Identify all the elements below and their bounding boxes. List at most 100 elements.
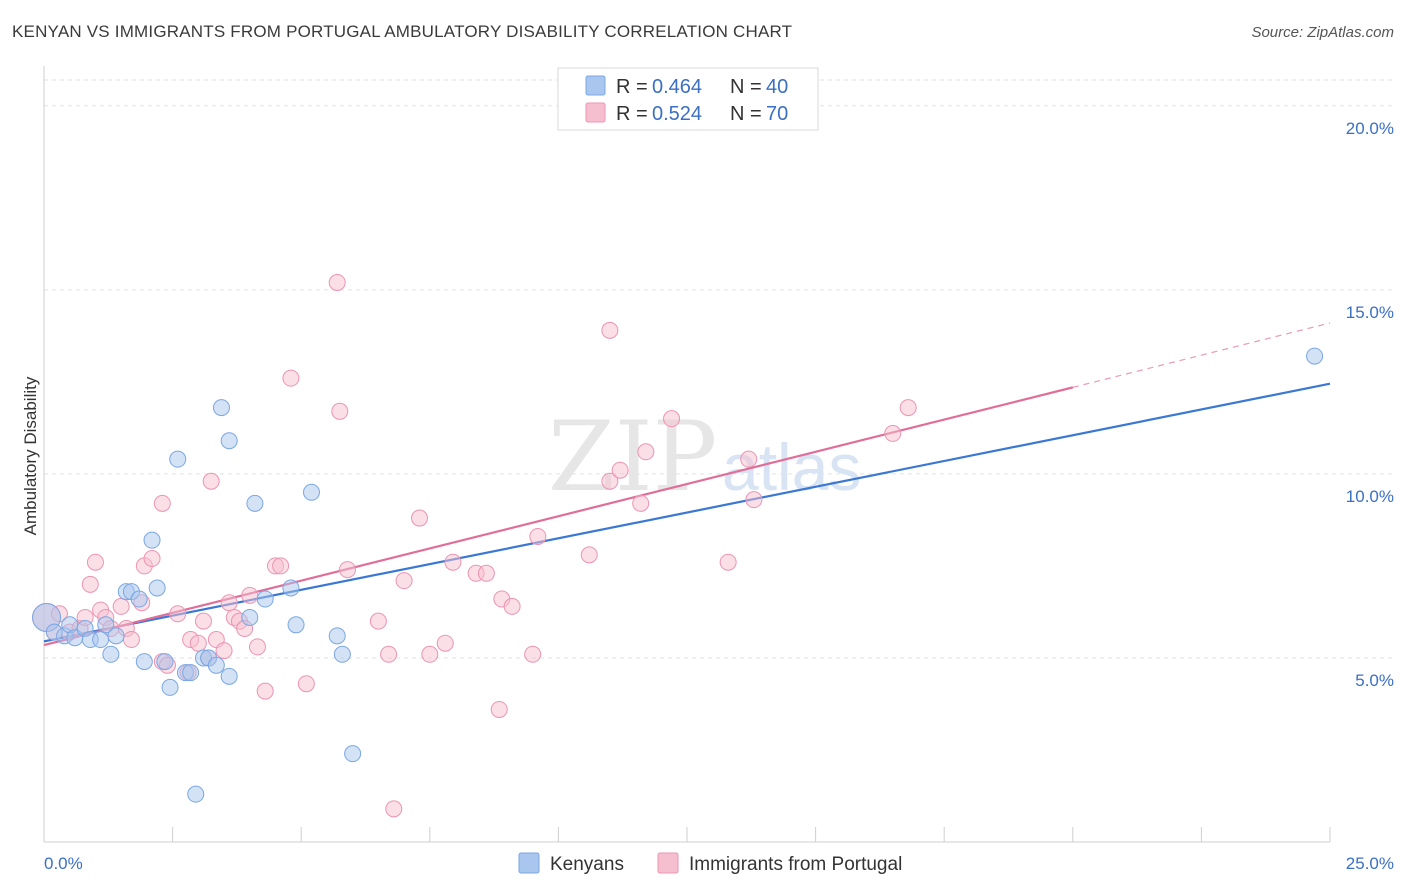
portugal-point bbox=[637, 443, 655, 461]
portugal-point bbox=[601, 321, 619, 339]
trend-lines bbox=[43, 322, 1331, 647]
kenyan-point bbox=[102, 645, 120, 663]
portugal-point bbox=[421, 645, 439, 663]
legend-kenyan-swatch bbox=[585, 75, 606, 96]
watermark-zip: ZIP bbox=[548, 401, 717, 513]
kenyan-point bbox=[328, 627, 346, 645]
kenyan-point bbox=[97, 616, 115, 634]
kenyan-point bbox=[148, 579, 166, 597]
chart-title: KENYAN VS IMMIGRANTS FROM PORTUGAL AMBUL… bbox=[12, 22, 793, 41]
portugal-point bbox=[632, 494, 650, 512]
legend-kenyan-n-label: N = bbox=[730, 76, 762, 98]
portugal-point bbox=[745, 491, 763, 509]
axes bbox=[43, 66, 1331, 843]
kenyan-point bbox=[287, 616, 305, 634]
legend-portugal-r-value: 0.524 bbox=[652, 103, 702, 125]
portugal-point bbox=[529, 527, 547, 545]
portugal-point bbox=[503, 597, 521, 615]
legend-portugal-n-label: N = bbox=[730, 103, 762, 125]
portugal-point bbox=[663, 410, 681, 428]
kenyan-point bbox=[246, 494, 264, 512]
x-tick-label-max: 25.0% bbox=[1346, 854, 1394, 873]
portugal-point bbox=[282, 369, 300, 387]
series-legend-kenyan-swatch bbox=[518, 852, 540, 874]
kenyan-point bbox=[143, 531, 161, 549]
legend-kenyan-r-value: 0.464 bbox=[652, 76, 702, 98]
kenyan-point bbox=[333, 645, 351, 663]
kenyan-point bbox=[187, 785, 205, 803]
portugal-point bbox=[112, 597, 130, 615]
portugal-point bbox=[86, 553, 104, 571]
kenyan-point bbox=[212, 399, 230, 417]
kenyan-point bbox=[107, 627, 125, 645]
portugal-point bbox=[215, 642, 233, 660]
legend-portugal-r-label: R = bbox=[616, 103, 648, 125]
portugal-point bbox=[241, 586, 259, 604]
kenyan-point bbox=[302, 483, 320, 501]
portugal-point bbox=[490, 700, 508, 718]
portugal-point bbox=[477, 564, 495, 582]
kenyan-point bbox=[156, 653, 174, 671]
portugal-point bbox=[272, 557, 290, 575]
y-axis-title: Ambulatory Disability bbox=[21, 376, 40, 535]
portugal-trend-line bbox=[43, 386, 1074, 647]
source-label: Source: ZipAtlas.com bbox=[1251, 24, 1394, 41]
portugal-point bbox=[331, 402, 349, 420]
portugal-point bbox=[899, 399, 917, 417]
data-points bbox=[32, 104, 1324, 818]
legend-portugal-n-value: 70 bbox=[766, 103, 788, 125]
kenyan-point bbox=[130, 590, 148, 608]
portugal-point bbox=[153, 494, 171, 512]
kenyan-point bbox=[220, 432, 238, 450]
kenyan-point bbox=[256, 590, 274, 608]
x-tick-label-min: 0.0% bbox=[44, 854, 83, 873]
portugal-point bbox=[385, 800, 403, 818]
y-tick-label: 5.0% bbox=[1355, 671, 1394, 690]
kenyan-point bbox=[344, 745, 362, 763]
portugal-point bbox=[884, 424, 902, 442]
portugal-point bbox=[369, 612, 387, 630]
legend-kenyan-n-value: 40 bbox=[766, 76, 788, 98]
portugal-point bbox=[328, 273, 346, 291]
kenyan-point bbox=[207, 656, 225, 674]
watermark-atlas: atlas bbox=[722, 430, 861, 504]
portugal-point bbox=[169, 605, 187, 623]
portugal-trend-extension bbox=[1072, 322, 1331, 388]
portugal-point bbox=[194, 612, 212, 630]
kenyan-point bbox=[1306, 347, 1324, 365]
watermark: ZIP atlas bbox=[548, 401, 861, 513]
kenyan-point bbox=[92, 631, 110, 649]
kenyan-point bbox=[182, 664, 200, 682]
legend-kenyan-r-label: R = bbox=[616, 76, 648, 98]
series-legend-portugal-label: Immigrants from Portugal bbox=[689, 854, 902, 875]
portugal-point bbox=[202, 472, 220, 490]
series-legend-kenyan-label: Kenyans bbox=[550, 854, 624, 875]
y-tick-label: 20.0% bbox=[1346, 119, 1394, 138]
kenyan-point bbox=[282, 579, 300, 597]
portugal-point bbox=[601, 472, 619, 490]
portugal-point bbox=[338, 561, 356, 579]
portugal-point bbox=[611, 461, 629, 479]
portugal-point bbox=[436, 634, 454, 652]
correlation-legend: R = 0.464 N = 40 R = 0.524 N = 70 bbox=[557, 67, 819, 131]
portugal-point bbox=[122, 631, 140, 649]
portugal-point bbox=[220, 594, 238, 612]
grid bbox=[44, 79, 1394, 659]
series-legend-portugal-swatch bbox=[657, 852, 679, 874]
portugal-point bbox=[189, 634, 207, 652]
kenyan-point bbox=[161, 678, 179, 696]
kenyan-point bbox=[169, 450, 187, 468]
portugal-point bbox=[380, 645, 398, 663]
y-tick-label: 10.0% bbox=[1346, 487, 1394, 506]
portugal-point bbox=[81, 575, 99, 593]
portugal-point bbox=[444, 553, 462, 571]
portugal-point bbox=[411, 509, 429, 527]
kenyan-point bbox=[220, 667, 238, 685]
portugal-point bbox=[256, 682, 274, 700]
portugal-point bbox=[143, 550, 161, 568]
portugal-point bbox=[395, 572, 413, 590]
series-legend: Kenyans Immigrants from Portugal bbox=[518, 852, 902, 875]
kenyan-point bbox=[135, 653, 153, 671]
portugal-point bbox=[580, 546, 598, 564]
